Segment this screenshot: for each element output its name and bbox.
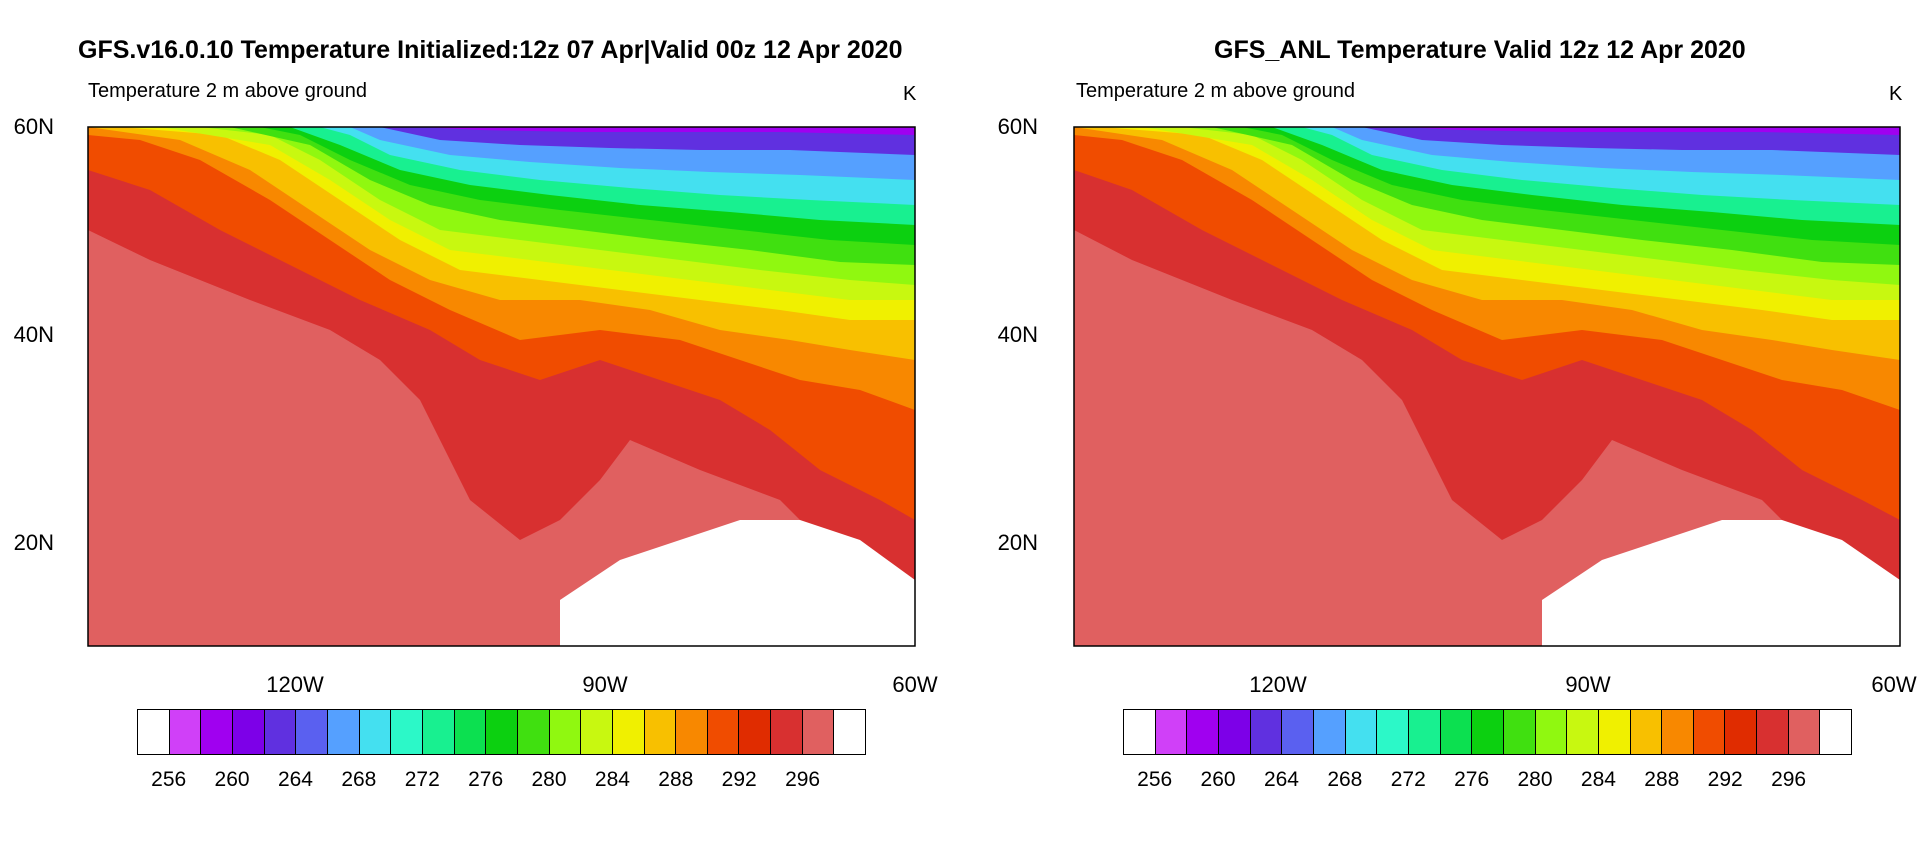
colorbar-label: 276 <box>1454 768 1490 791</box>
colorbar-label: 292 <box>721 768 757 791</box>
colorbar-label: 288 <box>1644 768 1680 791</box>
colorbar-cell <box>581 710 613 754</box>
lon-label-60w: 60W <box>1871 672 1917 697</box>
colorbar-cell <box>1218 710 1251 754</box>
colorbar-cell <box>1282 710 1314 754</box>
lon-label-120w: 120W <box>1249 672 1307 697</box>
colorbar-cell <box>1124 710 1156 754</box>
colorbar-label: 264 <box>277 768 313 791</box>
colorbar-cell <box>1757 710 1789 754</box>
panel-analysis: GFS_ANL Temperature Valid 12z 12 Apr 202… <box>982 0 1932 846</box>
colorbar-cell <box>517 710 550 754</box>
lon-label-120w: 120W <box>266 672 324 697</box>
colorbar-cell <box>1567 710 1599 754</box>
lat-label-40n: 40N <box>13 322 54 347</box>
colorbar-cell <box>327 710 360 754</box>
colorbar-label: 288 <box>658 768 694 791</box>
units-label: K <box>1889 83 1903 105</box>
lat-label-20n: 20N <box>997 530 1038 555</box>
colorbar-label: 280 <box>531 768 567 791</box>
colorbar-cell <box>422 710 455 754</box>
lon-label-60w: 60W <box>892 672 938 697</box>
colorbar-cell <box>486 710 518 754</box>
colorbar-cell <box>1187 710 1219 754</box>
units-label: K <box>903 83 917 105</box>
colorbar-cell <box>1662 710 1694 754</box>
colorbar-cell <box>1503 710 1536 754</box>
colorbar-label: 268 <box>1327 768 1363 791</box>
lat-label-20n: 20N <box>13 530 54 555</box>
colorbar-cell <box>771 710 803 754</box>
colorbar-cell <box>1313 710 1346 754</box>
colorbar-cell <box>232 710 265 754</box>
colorbar-cell <box>138 710 170 754</box>
colorbar-cell <box>802 710 835 754</box>
colorbar-label: 296 <box>1771 768 1807 791</box>
lat-label-60n: 60N <box>13 114 54 139</box>
colorbar-cell <box>1472 710 1504 754</box>
colorbar-label: 272 <box>1390 768 1426 791</box>
colorbar-label: 284 <box>1580 768 1616 791</box>
colorbar-cell <box>1155 710 1188 754</box>
temperature-map <box>1073 126 1901 647</box>
colorbar-label: 296 <box>785 768 821 791</box>
colorbar-cell <box>644 710 677 754</box>
colorbar-cell <box>296 710 328 754</box>
lat-label-40n: 40N <box>997 322 1038 347</box>
colorbar-cell <box>1630 710 1663 754</box>
colorbar-cell <box>549 710 582 754</box>
colorbar-cell <box>359 710 392 754</box>
colorbar-cell <box>1440 710 1473 754</box>
colorbar-cell <box>264 710 297 754</box>
temperature-map <box>87 126 916 647</box>
colorbar <box>1123 709 1852 755</box>
panel-forecast: GFS.v16.0.10 Temperature Initialized:12z… <box>13 36 938 791</box>
colorbar-cell <box>676 710 708 754</box>
lon-label-90w: 90W <box>1565 672 1611 697</box>
colorbar-cell <box>1788 710 1821 754</box>
panel-subtitle: Temperature 2 m above ground <box>88 80 368 102</box>
colorbar-cell <box>1693 710 1726 754</box>
colorbar-cell <box>169 710 202 754</box>
lat-label-60n: 60N <box>997 114 1038 139</box>
colorbar-cell <box>1345 710 1378 754</box>
colorbar-label: 256 <box>151 768 187 791</box>
colorbar-label: 292 <box>1707 768 1743 791</box>
colorbar-cell <box>612 710 645 754</box>
colorbar <box>137 709 866 755</box>
colorbar-label: 280 <box>1517 768 1553 791</box>
colorbar-cell <box>1598 710 1631 754</box>
colorbar-cell <box>1725 710 1758 754</box>
panel-title: GFS_ANL Temperature Valid 12z 12 Apr 202… <box>1214 36 1746 64</box>
colorbar-label: 264 <box>1263 768 1299 791</box>
colorbar-cell <box>707 710 740 754</box>
colorbar-label: 272 <box>404 768 440 791</box>
colorbar-cell <box>391 710 423 754</box>
colorbar-label: 268 <box>341 768 377 791</box>
colorbar-cell <box>201 710 233 754</box>
colorbar-label: 256 <box>1137 768 1173 791</box>
colorbar-cell <box>739 710 772 754</box>
colorbar-cell <box>834 710 866 754</box>
colorbar-cell <box>1250 710 1283 754</box>
colorbar-label: 260 <box>1200 768 1236 791</box>
colorbar-label: 276 <box>468 768 504 791</box>
colorbar-cell <box>1535 710 1568 754</box>
colorbar-cell <box>1377 710 1409 754</box>
colorbar-cell <box>1408 710 1441 754</box>
colorbar-cell <box>454 710 487 754</box>
panel-subtitle: Temperature 2 m above ground <box>1076 80 1356 102</box>
lon-label-90w: 90W <box>582 672 628 697</box>
colorbar-label: 284 <box>594 768 630 791</box>
panel-title: GFS.v16.0.10 Temperature Initialized:12z… <box>78 36 903 64</box>
colorbar-cell <box>1820 710 1852 754</box>
colorbar-label: 260 <box>214 768 250 791</box>
